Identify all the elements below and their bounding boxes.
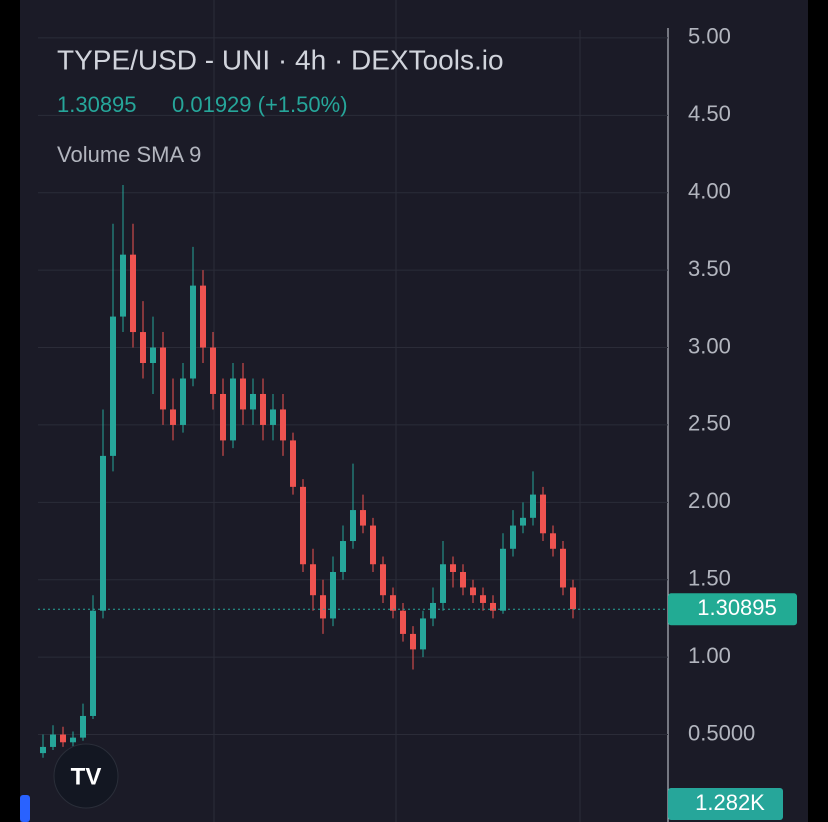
candle-body bbox=[190, 285, 196, 379]
candle-body bbox=[250, 393, 256, 410]
y-tick-label: 1.50 bbox=[688, 566, 731, 591]
candle-body bbox=[390, 595, 396, 611]
tv-logo-text: TV bbox=[71, 763, 102, 790]
candle-body bbox=[300, 486, 306, 565]
candle-body bbox=[340, 541, 346, 572]
volume-label-box bbox=[668, 788, 783, 820]
side-tab[interactable] bbox=[20, 795, 30, 822]
candle-body bbox=[310, 564, 316, 596]
candle-body bbox=[330, 571, 336, 619]
candle-body bbox=[220, 393, 226, 441]
candle-body bbox=[90, 610, 96, 716]
y-tick-label: 2.00 bbox=[688, 488, 731, 513]
candle-body bbox=[260, 393, 266, 425]
candle-body bbox=[490, 602, 496, 611]
candle-body bbox=[430, 602, 436, 619]
y-tick-label: 3.00 bbox=[688, 333, 731, 358]
candle-body bbox=[470, 587, 476, 596]
price-change: 0.01929 (+1.50%) bbox=[172, 92, 348, 117]
candle-body bbox=[50, 734, 56, 747]
candle-body bbox=[410, 633, 416, 650]
candle-body bbox=[350, 510, 356, 542]
candle-body bbox=[370, 525, 376, 565]
candle-body bbox=[570, 587, 576, 610]
price-label: 1.30895 bbox=[697, 595, 777, 620]
candle-body bbox=[440, 564, 446, 603]
candle-body bbox=[520, 517, 526, 526]
y-tick-label: 2.50 bbox=[688, 411, 731, 436]
candle-body bbox=[400, 610, 406, 634]
candle-body bbox=[270, 409, 276, 425]
candle-body bbox=[70, 737, 76, 743]
last-price: 1.30895 bbox=[57, 92, 137, 117]
candle-body bbox=[320, 595, 326, 619]
price-label-box bbox=[668, 593, 797, 626]
chart-title: TYPE/USD - UNI · 4h · DEXTools.io bbox=[57, 44, 504, 75]
candle-body bbox=[170, 409, 176, 425]
candle-body bbox=[290, 440, 296, 487]
candle-body bbox=[380, 564, 386, 596]
candle-body bbox=[360, 510, 366, 526]
candle-body bbox=[60, 734, 66, 743]
indicator-label: Volume SMA 9 bbox=[57, 142, 201, 167]
panel bbox=[20, 0, 808, 822]
candle-body bbox=[540, 494, 546, 534]
candle-body bbox=[240, 378, 246, 410]
candle-body bbox=[530, 494, 536, 518]
tv-logo[interactable] bbox=[53, 743, 119, 809]
candle-body bbox=[80, 715, 86, 738]
candle-body bbox=[180, 378, 186, 425]
time-grid bbox=[213, 0, 581, 822]
candle-body bbox=[40, 746, 46, 754]
candle-body bbox=[500, 548, 506, 611]
y-tick-label: 4.00 bbox=[688, 179, 731, 204]
y-tick-label: 4.50 bbox=[688, 101, 731, 126]
candle-body bbox=[560, 548, 566, 588]
y-tick-label: 5.00 bbox=[688, 24, 731, 49]
candle-body bbox=[140, 332, 146, 364]
candle-body bbox=[280, 409, 286, 441]
candle-body bbox=[120, 254, 126, 317]
candle-body bbox=[450, 564, 456, 572]
candle-body bbox=[200, 285, 206, 348]
candle-body bbox=[230, 378, 236, 441]
y-tick-label: 3.50 bbox=[688, 256, 731, 281]
candle-body bbox=[420, 618, 426, 650]
volume-label: 1.282K bbox=[695, 790, 765, 815]
candle-body bbox=[100, 455, 106, 611]
candle-body bbox=[510, 525, 516, 549]
candle-body bbox=[160, 347, 166, 410]
candle-body bbox=[210, 347, 216, 394]
y-tick-label: 1.00 bbox=[688, 643, 731, 668]
candle-body bbox=[550, 533, 556, 549]
candle-body bbox=[130, 254, 136, 333]
y-tick-label: 0.5000 bbox=[688, 720, 755, 745]
candle-body bbox=[460, 571, 466, 588]
candle-body bbox=[110, 316, 116, 456]
candle-body bbox=[150, 347, 156, 364]
candle-body bbox=[480, 595, 486, 603]
